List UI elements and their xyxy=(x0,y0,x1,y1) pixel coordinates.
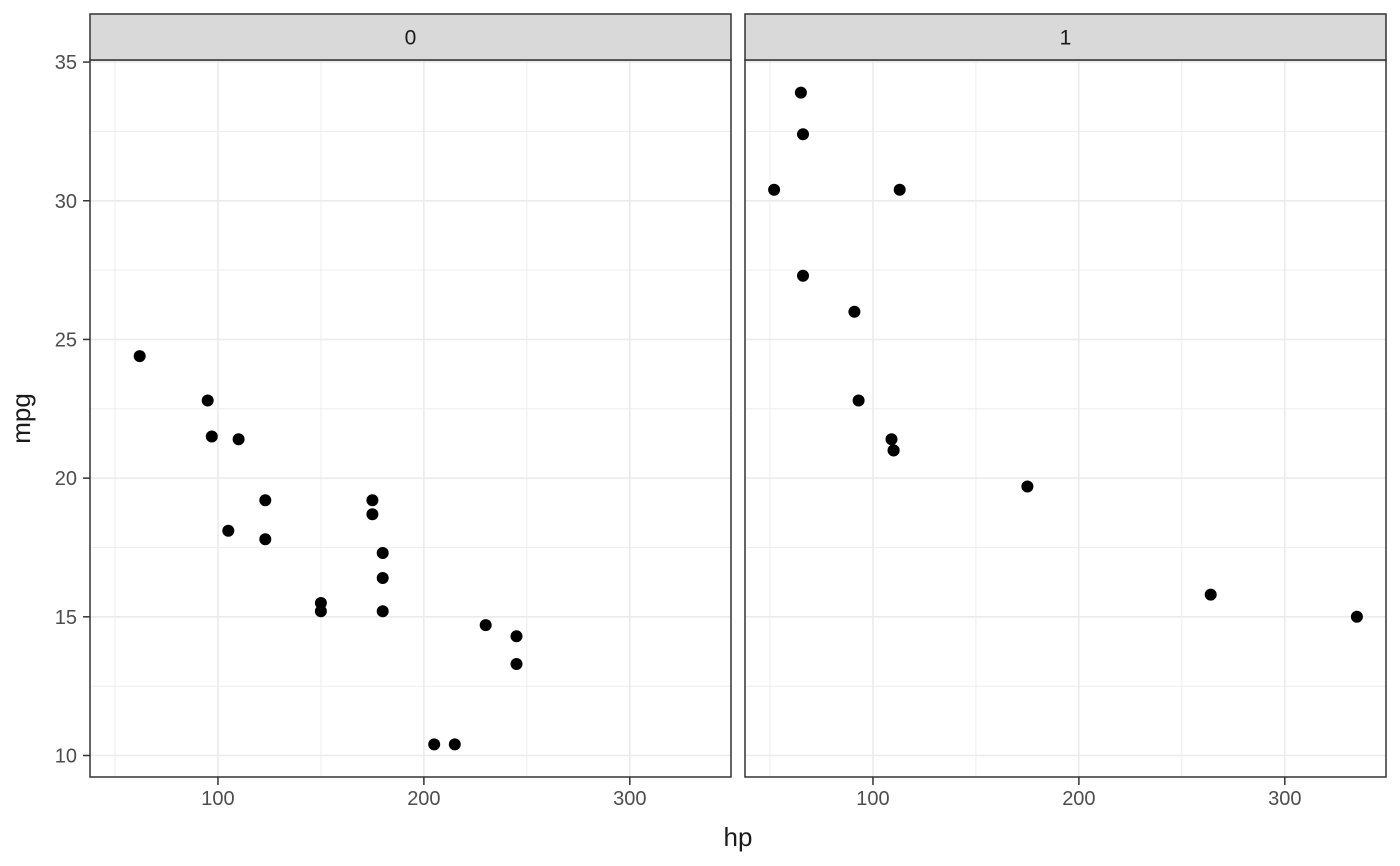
y-axis-tick-label: 20 xyxy=(55,468,77,490)
y-axis-title: mpg xyxy=(6,393,36,444)
y-axis-tick-label: 25 xyxy=(55,329,77,351)
y-axis-tick-label: 35 xyxy=(55,52,77,74)
data-point xyxy=(887,444,900,457)
x-axis-tick-label: 200 xyxy=(1062,788,1095,810)
data-point xyxy=(314,597,327,609)
data-point xyxy=(1350,610,1363,623)
data-point xyxy=(794,86,807,99)
data-point xyxy=(797,269,809,282)
data-point xyxy=(768,183,781,196)
data-point xyxy=(232,433,245,446)
data-point xyxy=(893,183,906,196)
data-point xyxy=(448,738,461,751)
data-point xyxy=(376,572,389,584)
x-axis-tick-label: 100 xyxy=(856,788,889,810)
data-point xyxy=(797,128,809,141)
x-axis-title: hp xyxy=(724,822,753,852)
data-point xyxy=(376,547,389,559)
data-point xyxy=(259,494,272,507)
data-point xyxy=(314,605,327,618)
data-point xyxy=(428,738,441,751)
data-point xyxy=(510,630,523,643)
data-point xyxy=(1204,588,1217,601)
y-axis-tick-label: 15 xyxy=(55,607,77,629)
facet-strip xyxy=(89,13,732,61)
data-point xyxy=(479,619,492,632)
x-axis-tick-label: 300 xyxy=(613,788,646,810)
data-point xyxy=(222,524,235,537)
data-point xyxy=(510,658,523,670)
facet-strip xyxy=(744,13,1387,61)
panel-background xyxy=(745,60,1386,777)
data-point xyxy=(201,394,214,407)
x-axis-tick-label: 300 xyxy=(1268,788,1301,810)
data-point xyxy=(852,394,865,407)
data-point xyxy=(848,305,861,318)
facet-strip-label-1: 1 xyxy=(1060,27,1072,50)
panel-background xyxy=(90,60,731,777)
data-point xyxy=(133,350,146,363)
data-point xyxy=(1021,480,1034,493)
data-point xyxy=(366,494,379,507)
y-axis-tick-label: 30 xyxy=(55,191,77,213)
facet-strip-label-0: 0 xyxy=(405,27,417,50)
data-point xyxy=(259,533,272,546)
data-point xyxy=(376,605,389,618)
data-point xyxy=(885,433,898,446)
data-point xyxy=(366,508,379,521)
data-point xyxy=(205,430,218,443)
x-axis-tick-label: 100 xyxy=(201,788,234,810)
x-axis-tick-label: 200 xyxy=(407,788,440,810)
y-axis-tick-label: 10 xyxy=(55,746,77,768)
